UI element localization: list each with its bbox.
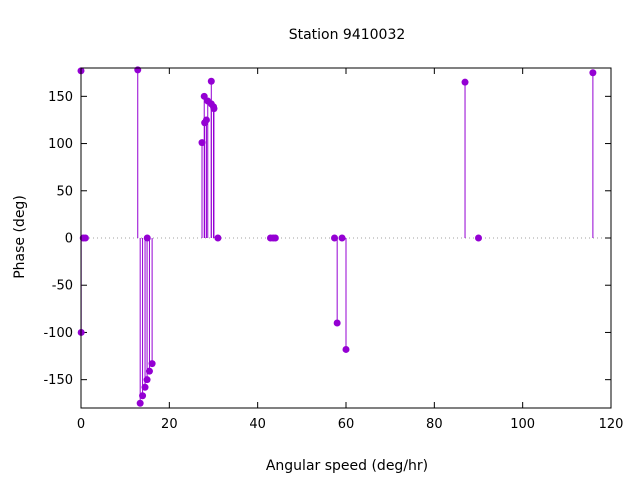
data-point — [342, 345, 350, 353]
data-point — [210, 105, 218, 113]
y-tick-label: 100 — [48, 137, 73, 152]
y-tick-label: -100 — [43, 326, 73, 341]
data-point — [475, 234, 482, 242]
data-point — [214, 234, 222, 242]
x-tick-label: 0 — [77, 417, 85, 432]
data-point — [271, 234, 279, 242]
x-tick-label: 120 — [599, 417, 624, 432]
y-axis-label: Phase (deg) — [12, 195, 28, 279]
data-point — [202, 116, 210, 124]
chart-title: Station 9410032 — [289, 27, 406, 43]
data-point — [333, 319, 341, 327]
x-tick-label: 80 — [426, 417, 443, 432]
plot-frame — [80, 67, 612, 409]
x-axis-label: Angular speed (deg/hr) — [266, 458, 428, 474]
data-point — [143, 376, 151, 384]
x-tick-label: 60 — [338, 417, 355, 432]
data-point — [141, 383, 149, 391]
y-tick-label: 0 — [65, 232, 73, 247]
data-point — [134, 66, 142, 74]
y-tick-label: -50 — [52, 279, 73, 294]
data-point — [207, 77, 215, 85]
data-point — [139, 392, 147, 400]
data-point — [589, 69, 597, 77]
data-point — [136, 399, 144, 407]
y-tick-label: 50 — [56, 184, 73, 199]
data-point — [338, 234, 346, 242]
y-tick-label: 150 — [48, 90, 73, 105]
data-point — [145, 367, 153, 375]
data-point — [148, 360, 156, 368]
y-tick-label: -150 — [43, 373, 73, 388]
data-point — [81, 234, 89, 242]
data-point — [461, 78, 469, 86]
x-tick-label: 40 — [249, 417, 266, 432]
x-tick-label: 20 — [161, 417, 178, 432]
axis-ticks: 0 20 40 60 80 100 120 -150 -100 -50 0 50 100 150 — [43, 68, 623, 432]
x-tick-label: 100 — [510, 417, 535, 432]
data-point — [331, 234, 339, 242]
impulse-series — [77, 66, 597, 407]
